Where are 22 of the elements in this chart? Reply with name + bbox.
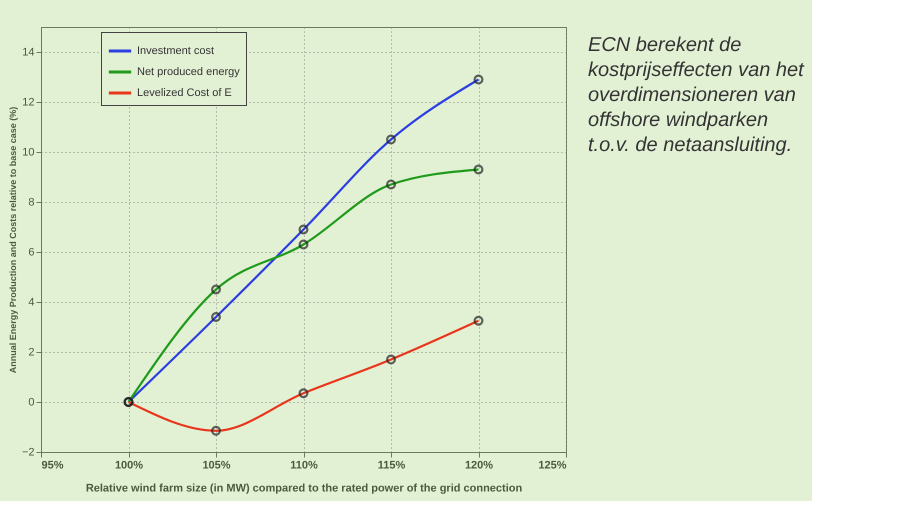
y-tick-label: 8 <box>28 196 34 208</box>
legend-label: Levelized Cost of E <box>137 87 232 99</box>
x-tick-label: 100% <box>114 460 144 472</box>
x-tick-label: 95% <box>42 460 64 472</box>
y-tick-label: 12 <box>22 96 34 108</box>
y-tick-label: −2 <box>22 446 34 458</box>
x-axis-title: Relative wind farm size (in MW) compared to the rated power of the grid connection <box>86 482 522 494</box>
y-tick-label: 0 <box>28 396 34 408</box>
x-tick-label: 105% <box>202 460 231 472</box>
y-tick-label: 14 <box>22 46 34 58</box>
x-tick-label: 115% <box>378 460 406 472</box>
x-tick-label: 125% <box>538 460 567 472</box>
legend-label: Investment cost <box>137 45 214 57</box>
y-tick-label: 6 <box>28 246 34 258</box>
x-tick-label: 120% <box>464 460 494 472</box>
text: ECN berekent de kostprijseffecten van het overdimensioneren van offshore windparken t.o.v. de netaansluiting. <box>588 34 806 156</box>
y-tick-label: 2 <box>28 346 34 358</box>
y-tick-label: 10 <box>22 146 34 158</box>
y-tick-label: 4 <box>28 296 34 308</box>
x-tick-label: 110% <box>290 460 318 472</box>
y-axis-title: Annual Energy Production and Costs relative to base case (%) <box>8 106 18 374</box>
legend-label: Net produced energy <box>137 66 240 78</box>
